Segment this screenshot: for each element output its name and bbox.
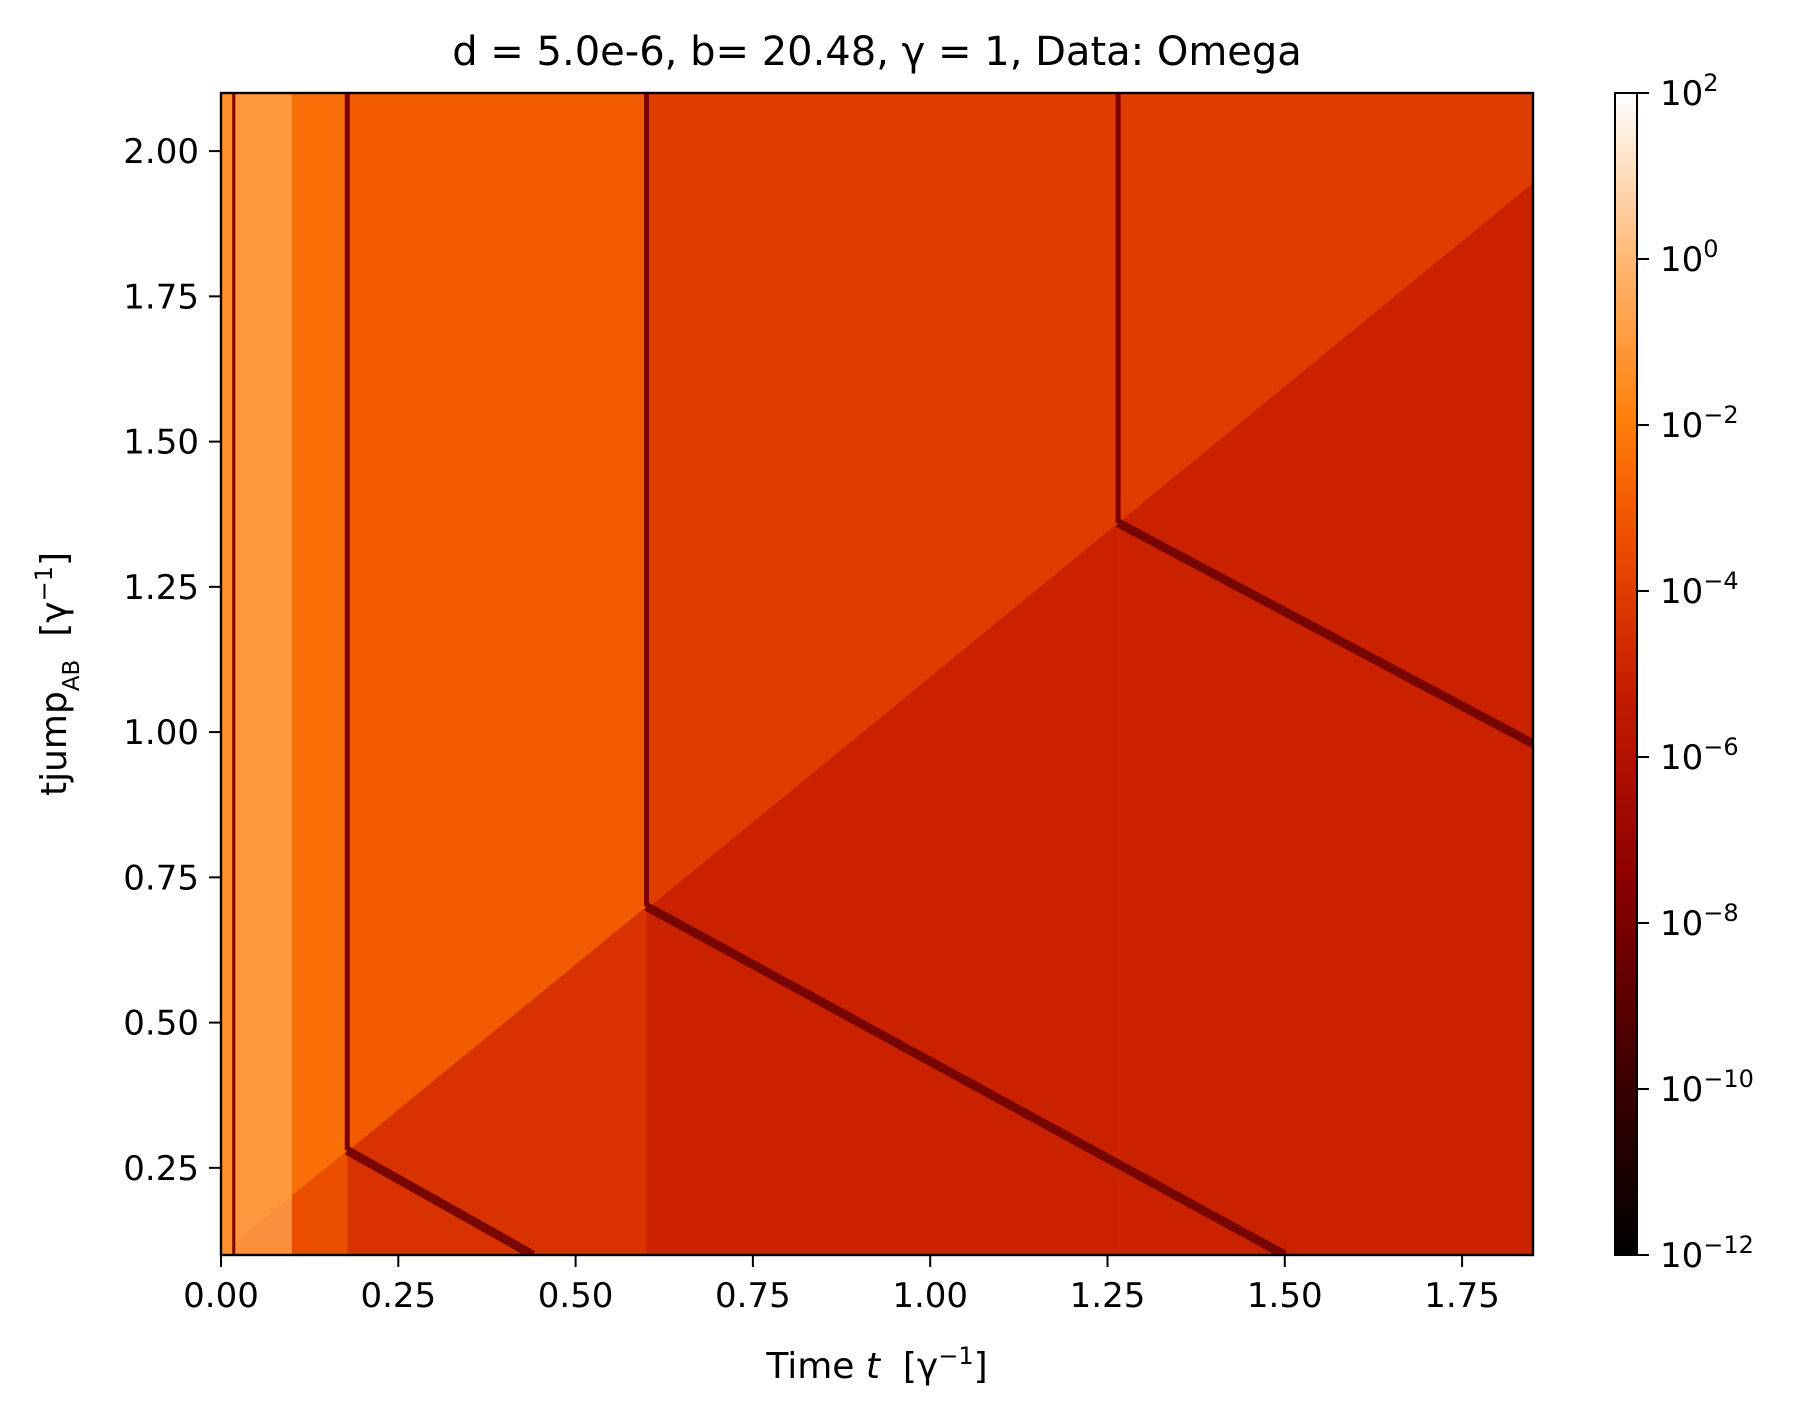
x-tick-label: 0.00 bbox=[183, 1276, 259, 1316]
colorbar-tick-label: 10−2 bbox=[1660, 401, 1739, 446]
y-tick-label: 1.50 bbox=[123, 423, 199, 463]
x-tick-label: 1.50 bbox=[1247, 1276, 1323, 1316]
plot-frame bbox=[219, 91, 1535, 1257]
y-axis: 0.25 0.50 0.75 1.00 1.25 1.50 1.75 2.00 bbox=[123, 132, 221, 1189]
colorbar-tick-label: 10−10 bbox=[1660, 1065, 1754, 1110]
colorbar-tick-label: 102 bbox=[1660, 69, 1719, 114]
heatmap-region-lower bbox=[347, 906, 647, 1255]
y-axis-label: tjumpAB [γ−1] bbox=[30, 552, 85, 796]
x-tick-label: 1.25 bbox=[1070, 1276, 1146, 1316]
heatmap-region-lower bbox=[1118, 183, 1533, 1255]
y-tick-label: 0.50 bbox=[123, 1004, 199, 1044]
heatmap-bright-band bbox=[235, 93, 292, 1255]
heatmap-dark-descending-line bbox=[1116, 518, 1533, 748]
x-tick-label: 0.75 bbox=[715, 1276, 791, 1316]
heatmap-region-upper bbox=[221, 93, 234, 1255]
y-tick-label: 0.25 bbox=[123, 1149, 199, 1189]
chart-title: d = 5.0e-6, b= 20.48, γ = 1, Data: Omega bbox=[452, 29, 1302, 75]
x-tick-label: 0.50 bbox=[538, 1276, 614, 1316]
x-axis-label: Time t [γ−1] bbox=[765, 1342, 987, 1387]
y-tick-label: 2.00 bbox=[123, 132, 199, 172]
plot-area bbox=[221, 93, 1533, 1255]
y-tick-label: 1.25 bbox=[123, 568, 199, 608]
heatmap-dark-descending-line bbox=[345, 1146, 536, 1255]
y-tick-label: 0.75 bbox=[123, 858, 199, 898]
colorbar-tick-label: 100 bbox=[1660, 235, 1719, 280]
y-tick-label: 1.75 bbox=[123, 277, 199, 317]
colorbar-tick-label: 10−12 bbox=[1660, 1231, 1754, 1276]
heatmap-dark-descending-line bbox=[644, 902, 1287, 1255]
colorbar-tick-label: 10−8 bbox=[1660, 899, 1739, 944]
x-axis: 0.00 0.25 0.50 0.75 1.00 1.25 1.50 1.75 bbox=[183, 1255, 1500, 1316]
colorbar-ticks: 102 100 10−2 10−4 10−6 10−8 10−10 10−12 bbox=[1637, 69, 1754, 1276]
x-tick-label: 0.25 bbox=[360, 1276, 436, 1316]
x-tick-label: 1.00 bbox=[892, 1276, 968, 1316]
colorbar bbox=[1614, 92, 1638, 1256]
x-tick-label: 1.75 bbox=[1424, 1276, 1500, 1316]
y-tick-label: 1.00 bbox=[123, 713, 199, 753]
colorbar-tick-label: 10−4 bbox=[1660, 567, 1739, 612]
colorbar-tick-label: 10−6 bbox=[1660, 733, 1739, 778]
heatmap-region-lower bbox=[646, 522, 1119, 1255]
